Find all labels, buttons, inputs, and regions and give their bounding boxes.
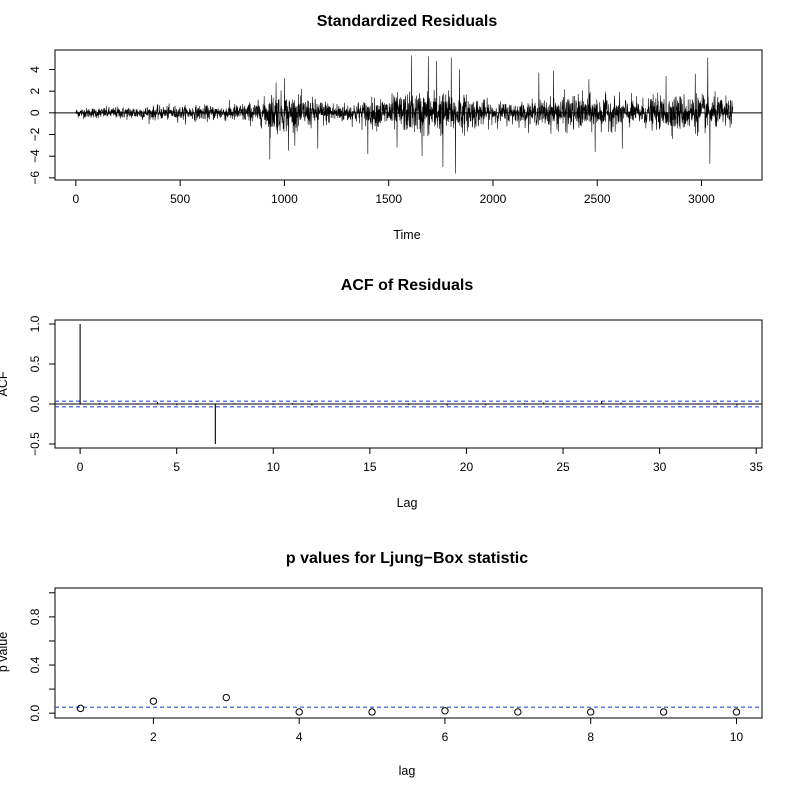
acf-bars xyxy=(79,324,738,444)
ljung-box-title: p values for Ljung−Box statistic xyxy=(286,550,528,567)
y-tick-label: 0.0 xyxy=(28,705,42,722)
p-value-point xyxy=(149,697,158,705)
ljung-box-xlabel: lag xyxy=(399,764,416,778)
x-tick-label: 500 xyxy=(170,192,190,206)
acf-xlabel: Lag xyxy=(397,496,418,510)
x-tick-label: 0 xyxy=(73,192,80,206)
x-tick-label: 15 xyxy=(363,460,377,474)
y-tick-label: 0.8 xyxy=(28,608,42,625)
y-tick-label: 0.4 xyxy=(28,656,42,673)
acf-plot-frame xyxy=(54,319,763,449)
x-tick-label: 2500 xyxy=(584,192,611,206)
x-tick-label: 3000 xyxy=(688,192,715,206)
p-value-point xyxy=(368,708,376,716)
x-tick-label: 1000 xyxy=(271,192,298,206)
y-tick-label: −2 xyxy=(28,127,42,141)
p-value-point xyxy=(295,708,303,716)
acf-title: ACF of Residuals xyxy=(341,277,474,294)
residuals-series-line xyxy=(75,55,734,174)
ljung-box-plot-frame xyxy=(54,587,763,719)
y-tick-label: −6 xyxy=(28,171,42,185)
y-tick-label: −4 xyxy=(28,149,42,163)
x-tick-label: 0 xyxy=(77,460,84,474)
y-tick-label: 0 xyxy=(28,109,42,116)
x-tick-label: 25 xyxy=(556,460,570,474)
x-tick-label: 8 xyxy=(587,730,594,744)
residuals-title: Standardized Residuals xyxy=(317,13,498,30)
panel-acf: ACF of Residuals 0 5 10 15 20 25 30 35 −0.5 0.0 0.… xyxy=(0,277,763,510)
y-tick-label: 0.0 xyxy=(28,395,42,412)
y-tick-label: 2 xyxy=(28,88,42,95)
p-value-point xyxy=(222,693,230,702)
x-tick-label: 4 xyxy=(296,730,303,744)
x-tick-label: 5 xyxy=(173,460,180,474)
x-tick-label: 10 xyxy=(730,730,744,744)
x-tick-label: 30 xyxy=(653,460,667,474)
y-tick-label: 4 xyxy=(28,66,42,73)
p-value-point xyxy=(587,708,595,716)
panel-standardized-residuals: Standardized Residuals 0 500 1000 1500 2000 2… xyxy=(28,13,763,242)
x-tick-label: 2000 xyxy=(480,192,507,206)
y-tick-label: −0.5 xyxy=(28,432,42,456)
acf-axes: 0 5 10 15 20 25 30 35 −0.5 0.0 0.5 1.0 xyxy=(28,315,763,474)
panel-ljung-box: p values for Ljung−Box statistic 2 4 6 8 10 0… xyxy=(0,550,763,778)
acf-ylabel: ACF xyxy=(0,371,10,396)
y-tick-label: 0.5 xyxy=(28,355,42,372)
residuals-axes: 0 500 1000 1500 2000 2500 3000 −6 −4 −2 0 2 4 xyxy=(28,66,715,206)
p-value-point xyxy=(441,707,449,715)
ljung-box-ylabel: p value xyxy=(0,632,10,672)
y-tick-label: 1.0 xyxy=(28,315,42,332)
x-tick-label: 10 xyxy=(267,460,281,474)
p-value-point xyxy=(514,708,522,716)
p-value-point xyxy=(659,708,668,716)
p-value-point xyxy=(76,704,85,713)
x-tick-label: 6 xyxy=(442,730,449,744)
ljung-box-axes: 2 4 6 8 10 0.0 0.4 0.8 xyxy=(28,592,744,744)
x-tick-label: 20 xyxy=(460,460,474,474)
x-tick-label: 35 xyxy=(750,460,764,474)
ljung-box-points xyxy=(76,693,741,716)
residuals-xlabel: Time xyxy=(393,228,420,242)
p-value-point xyxy=(732,708,741,716)
x-tick-label: 1500 xyxy=(375,192,402,206)
x-tick-label: 2 xyxy=(150,730,157,744)
